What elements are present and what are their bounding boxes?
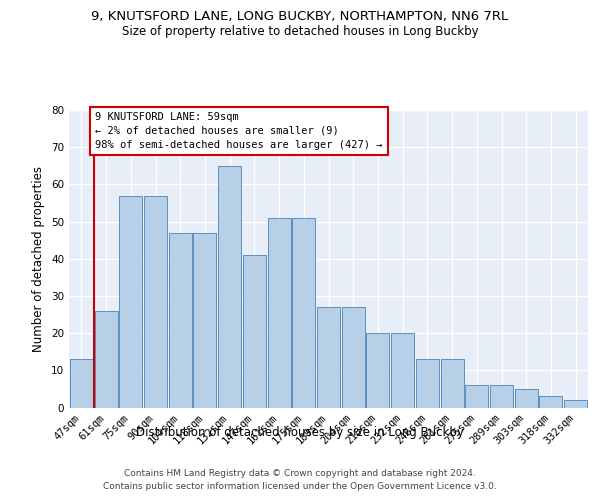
Bar [564,400,587,407]
Y-axis label: Number of detached properties: Number of detached properties [32,166,46,352]
Bar [342,307,365,408]
Text: Distribution of detached houses by size in Long Buckby: Distribution of detached houses by size … [136,426,464,439]
Bar [515,389,538,407]
Bar [317,307,340,408]
Bar [243,255,266,408]
Text: 9, KNUTSFORD LANE, LONG BUCKBY, NORTHAMPTON, NN6 7RL: 9, KNUTSFORD LANE, LONG BUCKBY, NORTHAMP… [91,10,509,23]
Bar [193,232,217,408]
Bar [70,359,93,408]
Bar [416,359,439,408]
Bar [367,333,389,407]
Bar [292,218,315,408]
Bar [144,196,167,408]
Text: Size of property relative to detached houses in Long Buckby: Size of property relative to detached ho… [122,25,478,38]
Text: 9 KNUTSFORD LANE: 59sqm
← 2% of detached houses are smaller (9)
98% of semi-deta: 9 KNUTSFORD LANE: 59sqm ← 2% of detached… [95,112,382,150]
Bar [440,359,464,408]
Bar [119,196,142,408]
Text: Contains public sector information licensed under the Open Government Licence v3: Contains public sector information licen… [103,482,497,491]
Bar [169,232,192,408]
Text: Contains HM Land Registry data © Crown copyright and database right 2024.: Contains HM Land Registry data © Crown c… [124,469,476,478]
Bar [95,311,118,408]
Bar [539,396,562,407]
Bar [218,166,241,408]
Bar [391,333,414,407]
Bar [490,385,513,407]
Bar [268,218,290,408]
Bar [465,385,488,407]
